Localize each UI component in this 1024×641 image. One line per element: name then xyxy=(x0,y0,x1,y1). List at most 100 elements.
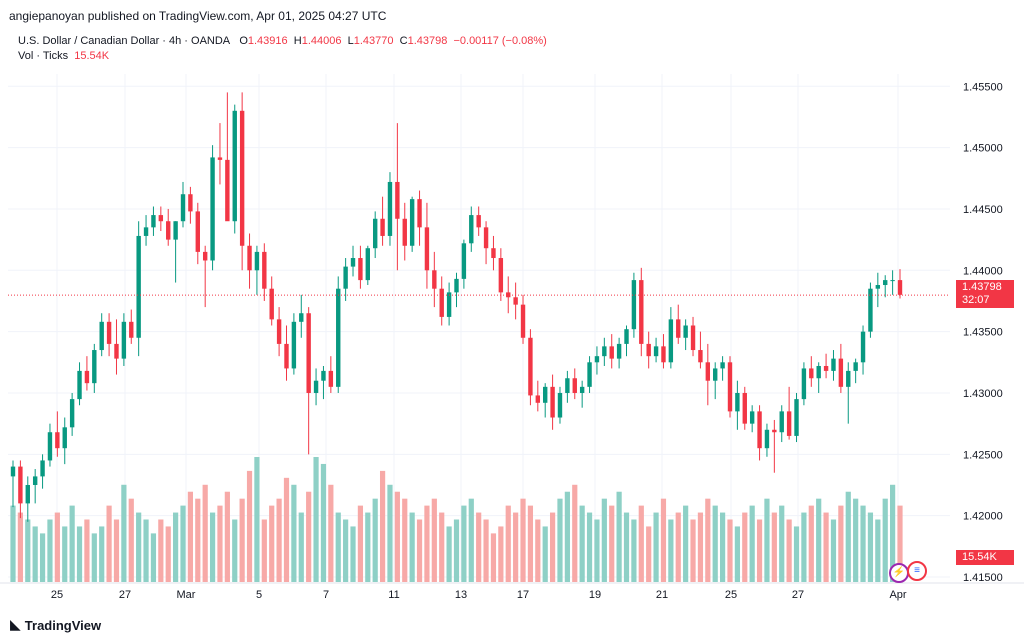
candle-body xyxy=(77,370,82,400)
volume-bar xyxy=(513,512,519,582)
volume-bar xyxy=(601,498,607,582)
time-tick-label: 27 xyxy=(119,589,131,601)
time-tick-label: 5 xyxy=(256,589,262,601)
volume-bar xyxy=(572,484,578,582)
volume-bar xyxy=(483,519,489,582)
volume-bar xyxy=(631,519,637,582)
candle-body xyxy=(121,321,127,359)
candle-body xyxy=(757,411,762,449)
volume-bar xyxy=(446,526,452,582)
volume-bar xyxy=(54,512,60,582)
candle-body xyxy=(47,432,53,461)
volume-bar xyxy=(47,519,53,582)
price-tick-label: 1.45500 xyxy=(963,81,1003,93)
volume-bar xyxy=(173,512,179,582)
candle-body xyxy=(188,194,193,212)
volume-bar xyxy=(209,512,216,582)
volume-label[interactable]: Vol · Ticks xyxy=(18,50,69,62)
volume-bar xyxy=(542,526,548,582)
candle-body xyxy=(409,199,415,246)
volume-bar xyxy=(424,505,430,582)
price-tick-label: 1.45000 xyxy=(963,143,1003,155)
volume-bar xyxy=(394,491,400,582)
volume-bar xyxy=(801,512,807,582)
volume-bar xyxy=(69,505,75,582)
volume-bar xyxy=(416,519,423,582)
candle-body xyxy=(129,321,134,338)
volume-bar xyxy=(431,498,437,582)
volume-bar xyxy=(76,526,83,582)
price-tick-label: 1.42000 xyxy=(963,511,1003,523)
symbol-title[interactable]: U.S. Dollar / Canadian Dollar · 4h · OAN… xyxy=(18,35,231,47)
volume-bar xyxy=(823,512,829,582)
candle-body xyxy=(794,399,799,436)
candle-body xyxy=(786,411,792,436)
candle-body xyxy=(432,270,437,289)
volume-bar xyxy=(17,512,23,582)
time-tick-label: Apr xyxy=(889,589,906,601)
high-label: H xyxy=(293,35,302,47)
candle-body xyxy=(143,227,149,236)
volume-bar xyxy=(62,526,68,582)
volume-value: 15.54K xyxy=(74,50,110,62)
volume-bar xyxy=(350,526,356,582)
candle-body xyxy=(661,346,666,363)
candle-body xyxy=(202,251,208,261)
us-flag-event-icon[interactable]: ≡ xyxy=(907,561,927,581)
volume-bar xyxy=(564,491,570,582)
time-axis: 25 27 Mar 5 7 11 13 17 19 21 25 27 Apr xyxy=(51,589,907,601)
volume-bar xyxy=(527,505,534,582)
candle-body xyxy=(158,215,164,222)
candle-body xyxy=(291,321,297,369)
volume-bar xyxy=(224,491,230,582)
lightning-event-icon[interactable]: ⚡ xyxy=(889,563,909,583)
candle-body xyxy=(883,280,888,286)
candle-body xyxy=(572,378,577,393)
volume-bar xyxy=(476,512,482,582)
volume-bar xyxy=(535,519,541,582)
candle-body xyxy=(247,245,252,271)
volume-bar xyxy=(143,519,149,582)
volume-bar xyxy=(106,505,112,582)
open-label: O xyxy=(239,35,248,47)
candle-body xyxy=(55,432,60,449)
candle-body xyxy=(742,392,747,424)
volume-bar xyxy=(261,519,267,582)
volume-bar xyxy=(269,505,275,582)
volume-bar xyxy=(306,491,312,582)
tradingview-logo[interactable]: ◣ TradingView xyxy=(10,617,101,633)
volume-bar xyxy=(875,519,881,582)
volume-bar xyxy=(99,526,105,582)
candle-body xyxy=(690,325,696,351)
publisher-line: angiepanoyan published on TradingView.co… xyxy=(9,9,387,23)
candle-body xyxy=(801,368,807,400)
candle-body xyxy=(594,356,600,363)
candle-body xyxy=(387,181,393,236)
candle-body xyxy=(239,110,245,246)
volume-bar xyxy=(25,519,31,582)
volume-bar xyxy=(379,470,386,582)
volume-legend: Vol · Ticks 15.54K xyxy=(18,50,109,62)
candle-body xyxy=(735,392,740,412)
candle-body xyxy=(772,429,777,433)
candle-body xyxy=(579,386,585,393)
open-value: 1.43916 xyxy=(247,35,288,47)
close-value: 1.43798 xyxy=(407,35,448,47)
candle-body xyxy=(225,159,230,222)
volume-bar xyxy=(845,491,851,582)
volume-bar xyxy=(734,526,740,582)
candle-body xyxy=(816,365,821,379)
candle-body xyxy=(446,292,452,317)
low-value: 1.43770 xyxy=(353,35,394,47)
volume-bar xyxy=(557,498,563,582)
volume-bar xyxy=(638,505,644,582)
candle-body xyxy=(180,194,186,222)
tradingview-mark-icon: ◣ xyxy=(10,617,21,633)
volume-bar xyxy=(712,505,718,582)
candle-body xyxy=(402,218,407,246)
volume-bar xyxy=(439,512,445,582)
candle-body xyxy=(269,288,274,320)
volume-bar xyxy=(217,505,223,582)
close-label: C xyxy=(399,35,408,47)
